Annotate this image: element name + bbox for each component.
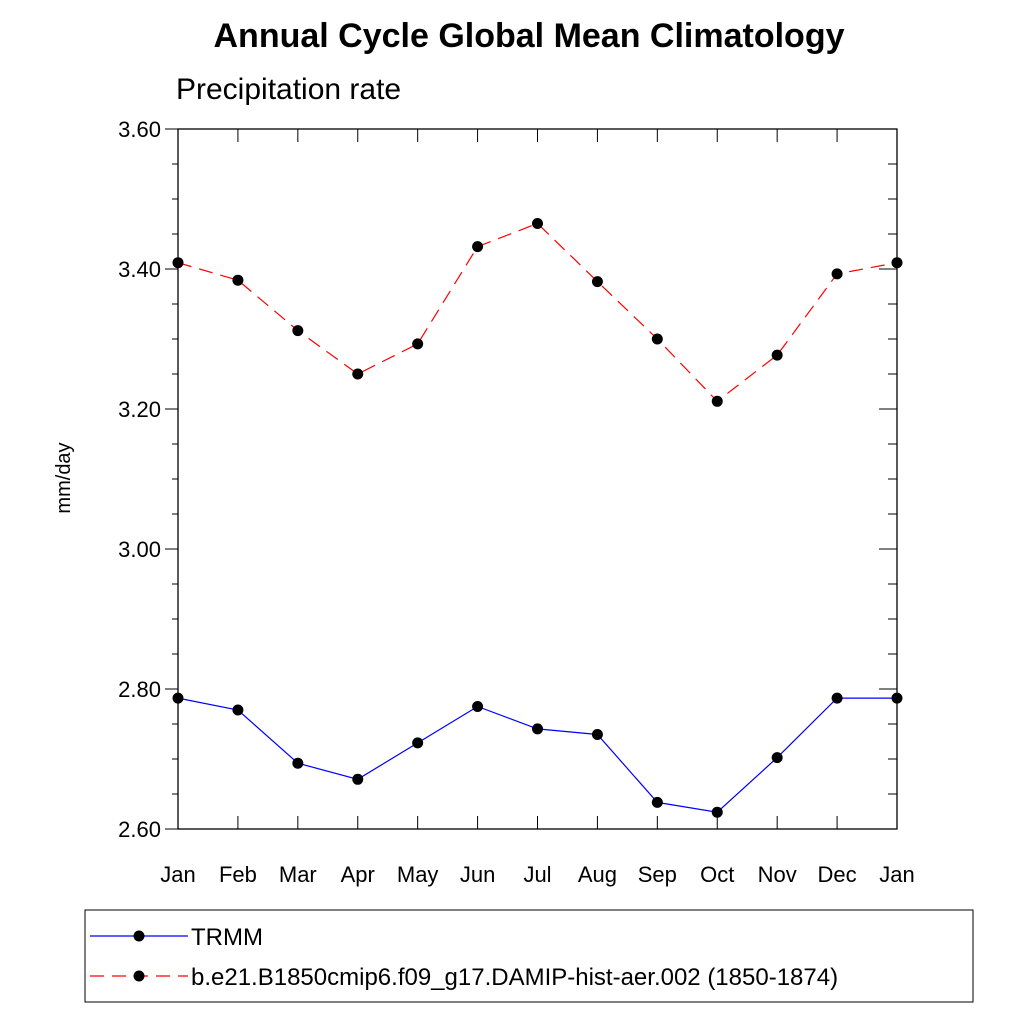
series-0-point — [472, 701, 484, 712]
x-tick-label: Sep — [638, 862, 677, 887]
legend-marker-trmm — [133, 930, 145, 942]
series-0-point — [532, 723, 543, 735]
x-tick-label: May — [397, 862, 439, 887]
series-1-point — [711, 395, 723, 407]
series-1-point — [831, 268, 843, 280]
series-1-point — [591, 276, 603, 288]
series-line-1 — [177, 222, 898, 403]
series-1-point — [891, 257, 903, 269]
x-tick-label: Jun — [460, 862, 495, 887]
series-0-point — [831, 692, 843, 704]
x-tick-label: Jul — [523, 862, 551, 887]
series-0-point — [591, 729, 603, 740]
y-tick-labels: 2.60 2.80 3.00 3.20 3.40 3.60 — [118, 117, 161, 842]
legend: TRMM b.e21.B1850cmip6.f09_g17.DAMIP-hist… — [84, 909, 974, 1003]
series-0-point — [172, 692, 184, 704]
series-1-point — [352, 368, 364, 380]
x-tick-label: Jan — [879, 862, 914, 887]
series-0-point — [651, 796, 663, 808]
series-1-point — [172, 257, 184, 269]
x-tick-label: Oct — [700, 862, 734, 887]
series-1-point — [232, 274, 244, 286]
series-1-point — [292, 325, 304, 337]
y-tick-label: 3.00 — [118, 537, 161, 562]
series-0-point — [352, 773, 364, 785]
x-tick-label: Dec — [818, 862, 857, 887]
series-1-point — [771, 349, 783, 361]
legend-label-model: b.e21.B1850cmip6.f09_g17.DAMIP-hist-aer.… — [191, 964, 838, 991]
series-1-point — [472, 241, 484, 253]
chart-subtitle: Precipitation rate — [176, 73, 401, 106]
y-tick-label: 3.40 — [118, 257, 161, 282]
x-tick-label: Aug — [578, 862, 617, 887]
series-0-point — [292, 757, 304, 769]
y-tick-label: 2.60 — [118, 817, 161, 842]
legend-box — [84, 909, 974, 1003]
y-tick-label: 3.20 — [118, 397, 161, 422]
x-tick-label: Feb — [219, 862, 257, 887]
series-0-point — [771, 752, 783, 764]
y-tick-label: 2.80 — [118, 677, 161, 702]
series-1-point — [412, 338, 424, 350]
y-axis-label: mm/day — [53, 442, 75, 513]
legend-marker-model — [133, 970, 145, 982]
y-tick-label: 3.60 — [118, 117, 161, 142]
series-line-0 — [177, 697, 897, 813]
series-layer — [172, 218, 903, 818]
x-tick-labels: Jan Feb Mar Apr May Jun Jul Aug Sep Oct Nov Dec Jan — [160, 862, 914, 887]
chart-title: Annual Cycle Global Mean Climatology — [214, 17, 845, 55]
legend-label-trmm: TRMM — [191, 924, 263, 951]
series-1-point — [651, 333, 663, 345]
x-tick-label: Apr — [341, 862, 375, 887]
x-tick-label: Mar — [279, 862, 317, 887]
x-tick-label: Jan — [160, 862, 195, 887]
x-tick-label: Nov — [758, 862, 797, 887]
axis-ticks — [165, 128, 898, 830]
series-0-point — [412, 737, 424, 749]
series-0-point — [711, 806, 723, 818]
series-1-point — [532, 218, 543, 229]
series-0-point — [232, 704, 244, 716]
series-0-point — [891, 692, 903, 704]
